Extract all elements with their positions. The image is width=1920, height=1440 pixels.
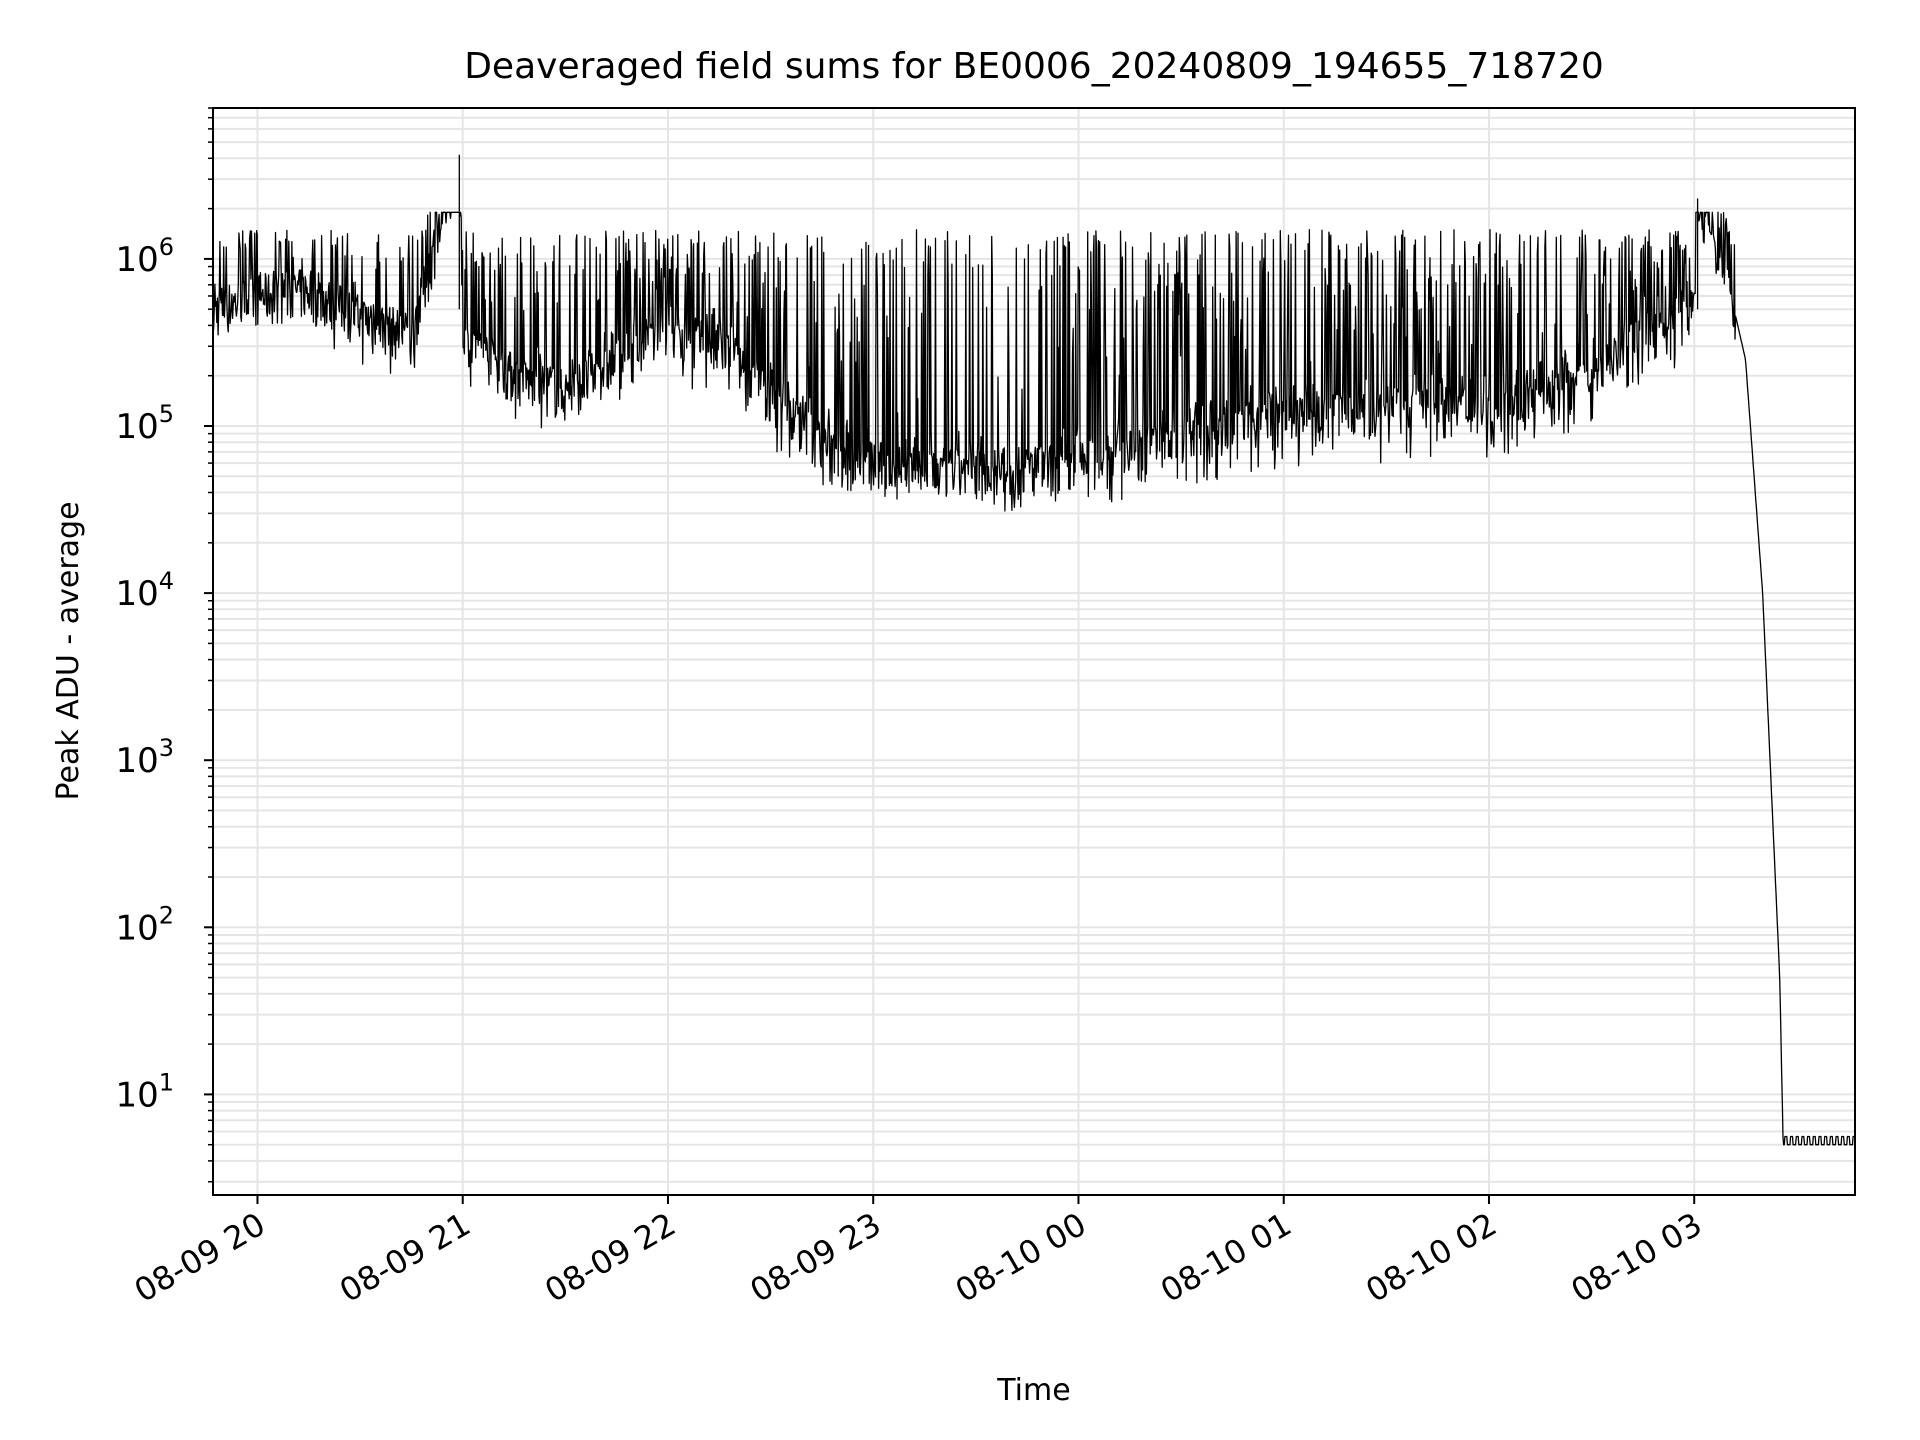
x-axis-label: Time — [996, 1373, 1070, 1408]
y-axis-label: Peak ADU - average — [51, 501, 86, 800]
series-layer — [212, 154, 1856, 1146]
y-tick-label-exponent: 6 — [159, 233, 174, 261]
y-tick-label-base: 10 — [115, 407, 158, 447]
y-tick-label-base: 10 — [115, 240, 158, 280]
y-tick-label: 105 — [115, 400, 174, 447]
series-line — [212, 154, 1856, 1146]
plot-frame — [212, 107, 1856, 1196]
chart-title: Deaveraged field sums for BE0006_2024080… — [464, 46, 1604, 87]
y-tick-label-exponent: 1 — [159, 1068, 174, 1096]
y-tick-label-base: 10 — [115, 908, 158, 948]
y-tick-label: 104 — [115, 567, 174, 614]
y-tick-label-base: 10 — [115, 1075, 158, 1115]
y-tick-label-base: 10 — [115, 741, 158, 781]
y-tick-label-exponent: 4 — [159, 567, 174, 595]
y-tick-label: 102 — [115, 901, 174, 948]
y-tick-label: 103 — [115, 734, 174, 781]
y-tick-label: 101 — [115, 1068, 174, 1115]
y-tick-label: 106 — [115, 233, 174, 280]
y-tick-label-exponent: 5 — [159, 400, 174, 428]
y-tick-label-base: 10 — [115, 574, 158, 614]
y-tick-label-exponent: 2 — [159, 901, 174, 929]
y-tick-label-exponent: 3 — [159, 734, 174, 762]
